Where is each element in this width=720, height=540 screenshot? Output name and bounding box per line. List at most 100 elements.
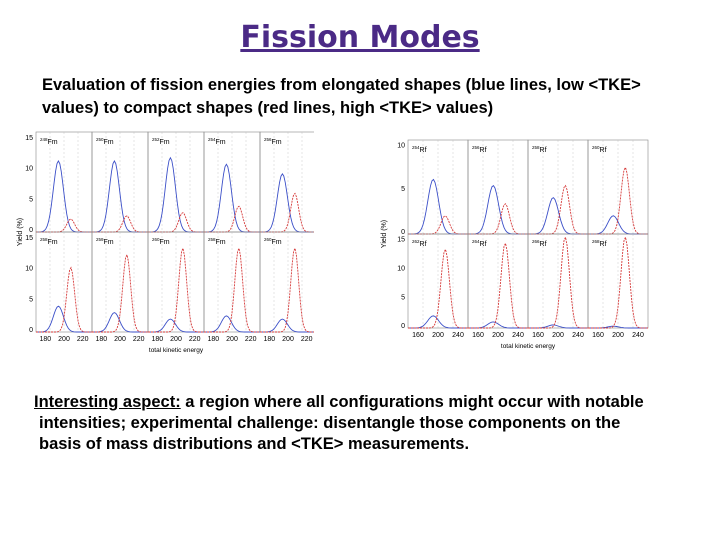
x-axis-label: total kinetic energy — [149, 347, 204, 354]
footer-line-1: Interesting aspect: a region where all c… — [34, 392, 714, 413]
blue-yield-curve — [260, 173, 314, 233]
y-tick-label: 0 — [401, 323, 405, 330]
x-tick-label: 180 — [207, 336, 219, 343]
x-tick-label: 200 — [492, 332, 504, 339]
nuclide-label: 259Fm — [96, 237, 114, 246]
y-axis-label: Yield (%) — [17, 218, 24, 246]
panel-frame — [259, 231, 314, 333]
x-tick-label: 160 — [592, 332, 604, 339]
nuclide-label: 260Rf — [592, 145, 607, 154]
y-tick-label: 5 — [401, 294, 405, 301]
x-tick-label: 180 — [95, 336, 107, 343]
footer-line-2: intensities; experimental challenge: dis… — [39, 414, 621, 432]
nuclide-label: 262Rf — [412, 239, 427, 248]
x-tick-label: 220 — [133, 336, 145, 343]
x-tick-label: 180 — [263, 336, 275, 343]
panel-frame — [407, 139, 469, 235]
x-tick-label: 220 — [301, 336, 313, 343]
x-tick-label: 240 — [452, 332, 464, 339]
nuclide-label: 252Fm — [152, 137, 170, 146]
blue-yield-curve — [148, 318, 204, 333]
x-tick-label: 220 — [245, 336, 257, 343]
y-tick-label: 15 — [25, 135, 33, 142]
panel-frame — [587, 233, 649, 329]
x-tick-label: 200 — [114, 336, 126, 343]
nuclide-label: 260Fm — [264, 237, 282, 246]
fm-yield-figure: Yield (%) 248Fm 250Fm 252Fm 254Fm 256Fm 15 10 5 0… — [17, 131, 314, 354]
y-tick-label: 0 — [29, 327, 33, 334]
red-yield-curve — [260, 192, 314, 233]
nuclide-label: 256Fm — [264, 137, 282, 146]
nuclide-label: 248Fm — [40, 137, 58, 146]
y-tick-label: 0 — [401, 229, 405, 236]
y-tick-label: 10 — [397, 265, 405, 272]
nuclide-label: 266Rf — [532, 239, 547, 248]
panel-frame — [467, 233, 529, 329]
x-tick-label: 200 — [170, 336, 182, 343]
y-tick-label: 15 — [397, 237, 405, 244]
nuclide-label: 260Fm — [152, 237, 170, 246]
nuclide-label: 264Rf — [472, 239, 487, 248]
x-tick-label: 220 — [189, 336, 201, 343]
nuclide-label: 256Rf — [472, 145, 487, 154]
red-yield-curve — [588, 235, 648, 329]
x-tick-label: 240 — [512, 332, 524, 339]
footer-line-1-rest: a region where all configurations might … — [180, 393, 644, 411]
y-axis-label: Yield (%) — [381, 220, 388, 248]
red-yield-curve — [92, 253, 148, 333]
red-yield-curve — [148, 246, 204, 333]
panel-frame — [407, 233, 469, 329]
y-tick-label: 5 — [401, 186, 405, 193]
x-tick-label: 200 — [58, 336, 70, 343]
footer-text: Interesting aspect: a region where all c… — [34, 392, 714, 455]
y-tick-label: 15 — [25, 235, 33, 242]
blue-yield-curve — [204, 315, 260, 333]
panel-frame — [259, 131, 314, 233]
y-tick-label: 5 — [29, 196, 33, 203]
nuclide-label: 254Fm — [208, 137, 226, 146]
x-tick-label: 180 — [151, 336, 163, 343]
intro-text: Evaluation of fission energies from elon… — [42, 74, 702, 120]
nuclide-label: 250Fm — [96, 137, 114, 146]
y-tick-label: 10 — [25, 166, 33, 173]
panel-frame — [527, 233, 589, 329]
x-tick-label: 220 — [77, 336, 89, 343]
slide-title: Fission Modes — [240, 20, 480, 55]
x-tick-label: 160 — [472, 332, 484, 339]
y-tick-label: 10 — [397, 143, 405, 150]
x-tick-label: 240 — [632, 332, 644, 339]
intro-line-1: Evaluation of fission energies from elon… — [42, 76, 641, 94]
x-tick-label: 180 — [39, 336, 51, 343]
rf-yield-figure: Yield (%) 254Rf 256Rf 258Rf 260Rf 10 5 0 262Rf 26… — [381, 139, 649, 350]
footer-lead: Interesting aspect: — [34, 393, 181, 411]
x-tick-label: 160 — [532, 332, 544, 339]
blue-yield-curve — [92, 312, 148, 333]
x-tick-label: 240 — [572, 332, 584, 339]
nuclide-label: 258Fm — [40, 237, 58, 246]
red-yield-curve — [260, 246, 314, 333]
red-yield-curve — [528, 235, 588, 329]
blue-yield-curve — [260, 318, 314, 333]
x-tick-label: 200 — [226, 336, 238, 343]
x-tick-label: 200 — [282, 336, 294, 343]
y-tick-label: 10 — [25, 266, 33, 273]
x-axis-label: total kinetic energy — [501, 343, 556, 350]
nuclide-label: 258Fm — [208, 237, 226, 246]
red-yield-curve — [204, 246, 260, 333]
footer-line-3: basis of mass distributions and <TKE> me… — [39, 435, 470, 453]
intro-line-2: values) to compact shapes (red lines, hi… — [42, 99, 494, 117]
red-yield-curve — [408, 248, 468, 329]
x-tick-label: 160 — [412, 332, 424, 339]
y-tick-label: 0 — [29, 227, 33, 234]
red-yield-curve — [468, 241, 528, 329]
y-tick-label: 5 — [29, 296, 33, 303]
nuclide-label: 254Rf — [412, 145, 427, 154]
red-yield-curve — [36, 266, 92, 333]
panel-frame — [527, 139, 589, 235]
nuclide-label: 258Rf — [532, 145, 547, 154]
x-tick-label: 200 — [432, 332, 444, 339]
panel-frame — [467, 139, 529, 235]
x-tick-label: 200 — [612, 332, 624, 339]
x-tick-label: 200 — [552, 332, 564, 339]
nuclide-label: 268Rf — [592, 239, 607, 248]
